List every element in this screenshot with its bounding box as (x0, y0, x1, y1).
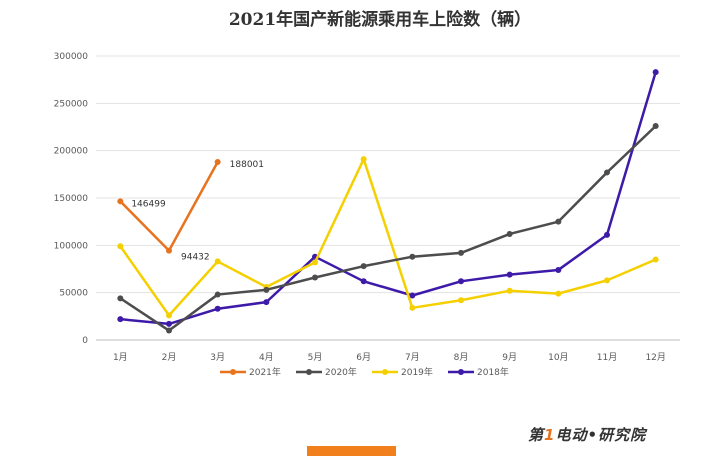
x-tick-label: 4月 (259, 352, 274, 363)
data-point (263, 299, 270, 306)
data-point (604, 169, 610, 176)
legend-marker (458, 369, 464, 375)
data-point (117, 243, 124, 250)
bottom-accent-bar (307, 446, 396, 456)
data-labels: 146499 94432 188001 (131, 160, 264, 263)
series-line (119, 157, 657, 317)
data-point (409, 304, 416, 311)
data-point (117, 316, 124, 323)
data-point (652, 256, 659, 263)
data-point (409, 292, 416, 299)
x-axis-ticks: 1月 2月 3月 4月 5月 6月 7月 8月 9月 10月 11月 12月 (113, 352, 666, 363)
data-point (360, 156, 367, 163)
brand-one: 1 (544, 426, 556, 444)
data-point (312, 274, 318, 281)
data-point (312, 259, 318, 266)
x-tick-label: 10月 (548, 352, 568, 363)
x-tick-label: 7月 (405, 352, 420, 363)
data-point (117, 198, 124, 205)
data-point (555, 290, 562, 297)
data-point (263, 286, 270, 293)
y-axis-ticks: 0 50000 100000 150000 200000 250000 300000 (54, 52, 89, 346)
data-point (458, 297, 464, 304)
data-point (458, 249, 464, 256)
y-tick-label: 50000 (59, 289, 88, 299)
y-tick-label: 0 (82, 336, 88, 346)
data-label: 146499 (131, 199, 166, 209)
data-point (117, 295, 124, 302)
legend-label: 2018年 (477, 366, 509, 378)
x-tick-label: 1月 (113, 352, 128, 363)
data-point (360, 278, 367, 285)
legend-marker (230, 369, 236, 375)
legend-label: 2021年 (249, 366, 281, 378)
data-point (214, 159, 221, 166)
legend-marker (306, 369, 312, 375)
data-point (652, 69, 659, 76)
x-tick-label: 3月 (210, 352, 225, 363)
legend-marker (382, 369, 388, 375)
series-line (120, 71, 657, 326)
data-point (409, 253, 416, 260)
data-point (555, 266, 562, 273)
data-point (506, 271, 513, 278)
x-tick-label: 6月 (356, 352, 371, 363)
data-point (604, 231, 610, 238)
data-point (166, 312, 172, 319)
chart-title: 2021年国产新能源乘用车上险数（辆） (229, 9, 531, 30)
legend: 2021年 2020年 2019年 2018年 (220, 366, 509, 378)
x-tick-label: 5月 (308, 352, 323, 363)
y-tick-label: 100000 (54, 241, 89, 251)
data-point (166, 320, 172, 327)
y-tick-label: 250000 (54, 99, 89, 109)
brand-mid: 电动 (555, 426, 588, 444)
x-tick-label: 2月 (162, 352, 177, 363)
data-point (214, 258, 221, 265)
x-tick-label: 9月 (502, 352, 517, 363)
data-label: 188001 (230, 160, 264, 170)
data-point (652, 123, 659, 130)
series-lines (117, 69, 659, 334)
x-tick-label: 11月 (597, 352, 617, 363)
data-point (214, 305, 221, 312)
y-tick-label: 200000 (54, 147, 89, 157)
gridlines (96, 55, 680, 341)
y-tick-label: 150000 (54, 194, 89, 204)
data-point (555, 218, 562, 225)
data-point (214, 291, 221, 298)
brand-suffix: 研究院 (598, 426, 647, 444)
data-point (604, 277, 610, 284)
data-point (506, 230, 513, 237)
x-tick-label: 8月 (454, 352, 469, 363)
brand-prefix: 第 (528, 426, 545, 444)
legend-label: 2019年 (401, 366, 433, 378)
data-label: 94432 (181, 253, 210, 263)
data-point (166, 327, 172, 334)
data-point (360, 263, 367, 270)
legend-label: 2020年 (325, 366, 357, 378)
data-point (458, 278, 464, 285)
data-point (506, 287, 513, 294)
series-line (119, 125, 657, 332)
data-point (166, 247, 172, 254)
brand-dot: • (587, 426, 599, 444)
y-tick-label: 300000 (54, 52, 89, 62)
brand-logo: 第1电动•研究院 (528, 424, 646, 445)
x-tick-label: 12月 (645, 352, 665, 363)
